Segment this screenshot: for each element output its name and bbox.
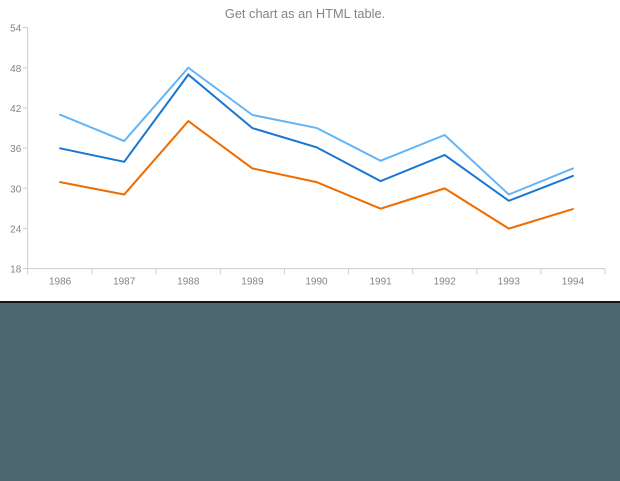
- svg-text:1993: 1993: [498, 277, 521, 288]
- svg-text:1989: 1989: [241, 277, 264, 288]
- svg-text:1988: 1988: [177, 277, 200, 288]
- svg-text:Get chart as an HTML table.: Get chart as an HTML table.: [225, 6, 385, 21]
- svg-text:1986: 1986: [49, 277, 72, 288]
- svg-text:1991: 1991: [369, 277, 392, 288]
- svg-text:1987: 1987: [113, 277, 136, 288]
- svg-text:24: 24: [10, 224, 22, 235]
- svg-text:36: 36: [10, 144, 22, 155]
- svg-text:54: 54: [10, 24, 22, 35]
- svg-text:42: 42: [10, 104, 22, 115]
- svg-text:30: 30: [10, 184, 22, 195]
- svg-text:18: 18: [10, 265, 22, 276]
- svg-text:1994: 1994: [562, 277, 585, 288]
- svg-text:1990: 1990: [305, 277, 328, 288]
- svg-text:48: 48: [10, 64, 22, 75]
- svg-text:1992: 1992: [434, 277, 457, 288]
